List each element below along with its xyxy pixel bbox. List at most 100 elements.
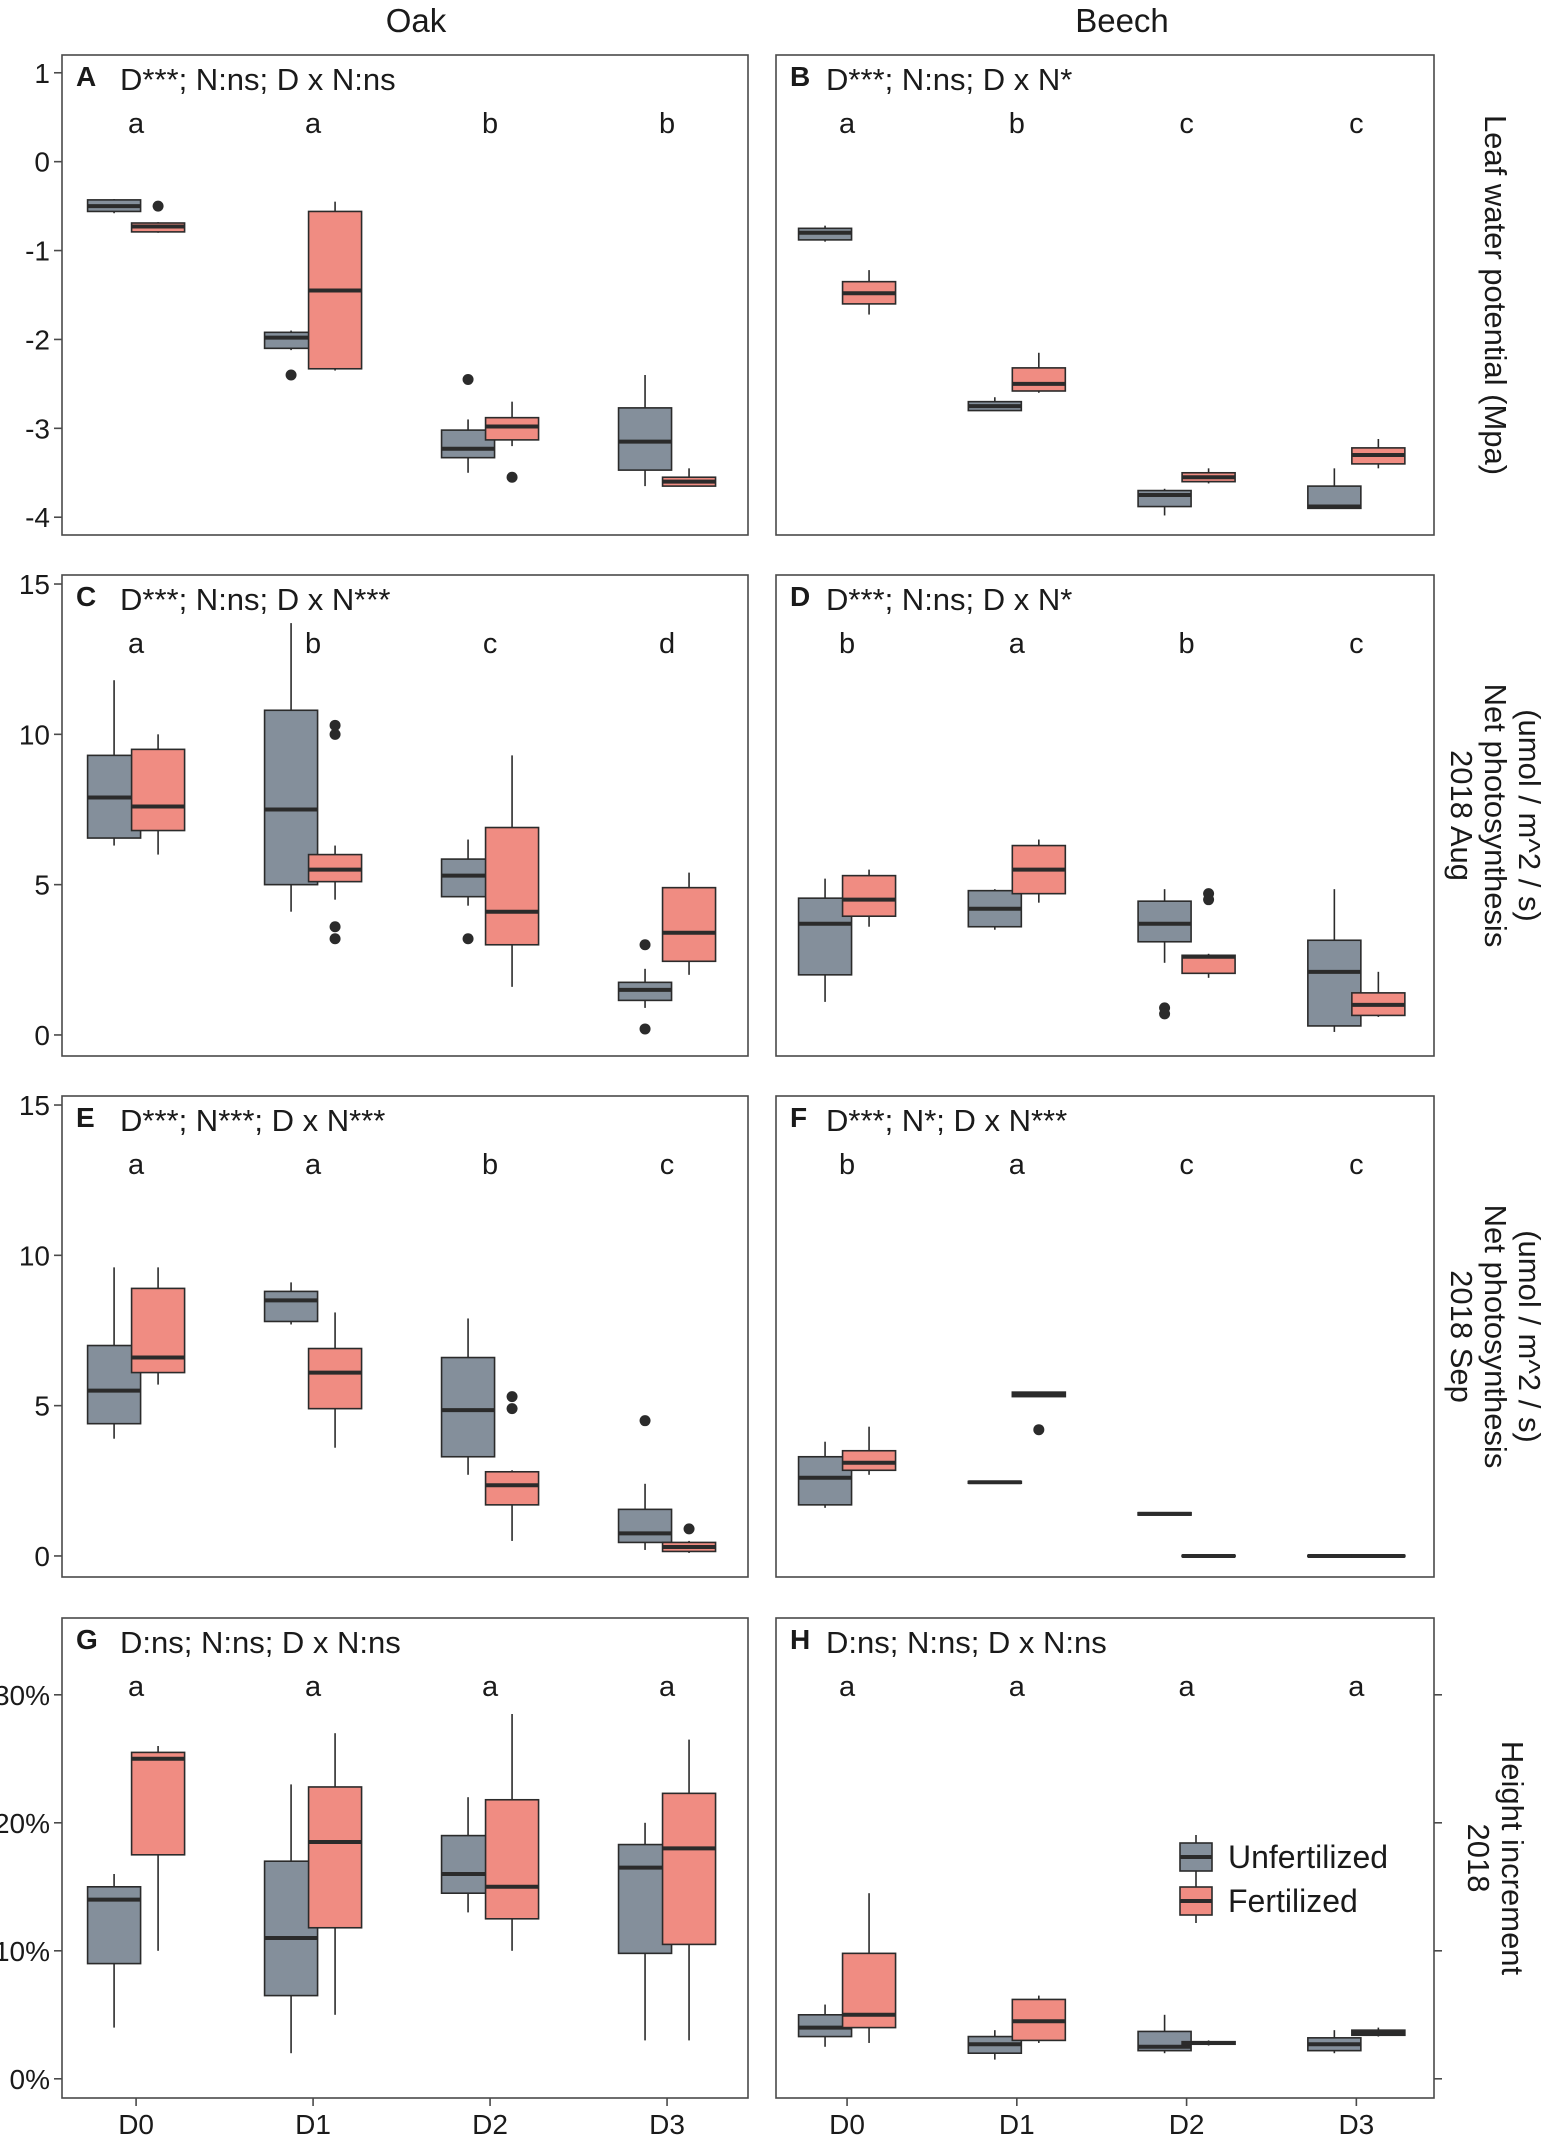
unfertilized-box-d2 [1137,488,1192,516]
outlier-point [683,1523,695,1535]
fertilized-box-d0 [841,1893,897,2043]
outlier-point [329,921,341,933]
group-letter: a [305,1149,322,1181]
y-tick-label: 15 [19,569,50,600]
group-letter: c [1349,1149,1364,1181]
unfertilized-box-d1 [967,2030,1023,2060]
group-letter: b [305,628,321,660]
column-title-beech: Beech [1075,2,1169,39]
panel-c: 15 10 5 0 C D***; N:ns; D x N*** a b c d [19,569,749,1057]
unfertilized-box-d1 [967,1480,1023,1485]
unfertilized-box-d1 [967,889,1023,930]
row-axis-label: 2018 Sep Net photosynthesis (umol / m^2 / … [1444,1205,1547,1469]
y-tick-label: -1 [25,236,50,267]
fertilized-box-d1 [1011,839,1067,903]
stat-annotation: D***; N:ns; D x N* [826,62,1072,97]
x-tick-label: D0 [118,2109,154,2140]
panel-letter: F [790,1102,807,1133]
y-tick-label: -3 [25,413,50,444]
y-tick-label: 0 [34,147,50,178]
panel-letter: D [790,581,810,612]
group-letter: a [659,1671,676,1703]
unfertilized-box-d3 [617,939,673,1035]
x-tick-label: D0 [829,2109,865,2140]
x-tick-label: D3 [1338,2109,1374,2140]
panel-d: D D***; N:ns; D x N* b a b c [775,574,1435,1057]
unfertilized-box-d3 [1307,468,1362,510]
y-tick-label: 20% [0,1808,50,1839]
group-letter: b [839,628,855,660]
fertilized-box-d2 [1181,2040,1236,2046]
group-letter: c [483,628,498,660]
box-iqr [130,1287,186,1374]
outlier-point [639,1023,651,1035]
axis-title-line: Leaf water potential (Mpa) [1478,115,1513,475]
y-tick-label: 10 [19,1240,50,1271]
box-iqr [484,826,540,946]
outlier-point [1033,1424,1045,1436]
panel-letter: H [790,1624,810,1655]
panel-e: 15 10 5 0 E D***; N***; D x N*** a a b c [19,1090,749,1578]
panel-letter: B [790,61,810,92]
box-iqr [1137,900,1192,943]
outlier-point [152,200,164,212]
box-iqr [617,1508,673,1544]
axis-title-line: Net photosynthesis [1478,684,1513,948]
row-axis-label: 2018 Aug Net photosynthesis (umol / m^2 / … [1444,684,1547,948]
fertilized-box-d1 [1011,352,1067,393]
unfertilized-box-d1 [263,330,319,381]
unfertilized-box-d2 [1137,1511,1192,1516]
box-iqr [617,407,673,471]
axis-title-line: (umol / m^2 / s) [1512,1230,1547,1443]
box-iqr [841,1449,897,1472]
group-letter: a [128,1671,145,1703]
fertilized-box-d3 [661,872,717,975]
group-letter: c [1179,108,1194,140]
panel-h: D0 D1 D2 D3 H D:ns; N:ns; D x N:ns a a a a [775,1617,1442,2140]
box-iqr [263,1290,319,1323]
y-tick-label: 0% [10,2064,50,2095]
unfertilized-box-d3 [617,1415,673,1550]
box-iqr [307,1347,363,1410]
fertilized-box-d3 [1351,2027,1406,2037]
unfertilized-box-d1 [967,397,1023,412]
row-axis-label: Leaf water potential (Mpa) [1478,115,1513,475]
unfertilized-box-d3 [617,375,673,487]
group-letter: b [482,108,498,140]
stat-annotation: D***; N:ns; D x N* [826,582,1072,617]
fertilized-box-d0 [841,1426,897,1475]
group-letter: a [305,1671,322,1703]
outlier-point [506,471,518,483]
panel-a: 1 0 -1 -2 -3 -4 A D***; N:ns; D x N:ns a a b b [25,54,749,536]
group-letter: a [1179,1671,1196,1703]
fertilized-box-d1 [307,201,363,371]
group-letter: b [659,108,675,140]
axis-title-line: 2018 Sep [1444,1270,1479,1403]
panel-letter: C [76,581,96,612]
y-tick-label: -2 [25,324,50,355]
unfertilized-box-d0 [797,225,853,242]
outlier-point [329,728,341,740]
legend: Unfertilized Fertilized [1179,1835,1388,1923]
stat-annotation: D***; N*; D x N*** [826,1103,1067,1138]
box-iqr [484,416,540,441]
y-tick-label: 15 [19,1090,50,1121]
y-tick-label: 5 [34,1391,50,1422]
panel-b: B D***; N:ns; D x N* a b c c [775,54,1435,536]
group-letter: a [128,108,145,140]
box-iqr [307,1786,363,1929]
axis-title-line: 2018 [1461,1824,1496,1893]
group-letter: a [1348,1671,1365,1703]
box-iqr [130,1751,186,1856]
box-iqr [484,1798,540,1920]
fertilized-box-d2 [1181,468,1236,484]
stat-annotation: D:ns; N:ns; D x N:ns [826,1625,1107,1660]
panel-letter: A [76,61,96,92]
fertilized-box-d2 [1181,888,1236,978]
group-letter: a [128,628,145,660]
fertilized-box-d2 [484,401,540,483]
group-letter: a [1009,1671,1026,1703]
fertilized-box-d1 [307,719,363,945]
unfertilized-box-d3 [1307,2030,1362,2054]
